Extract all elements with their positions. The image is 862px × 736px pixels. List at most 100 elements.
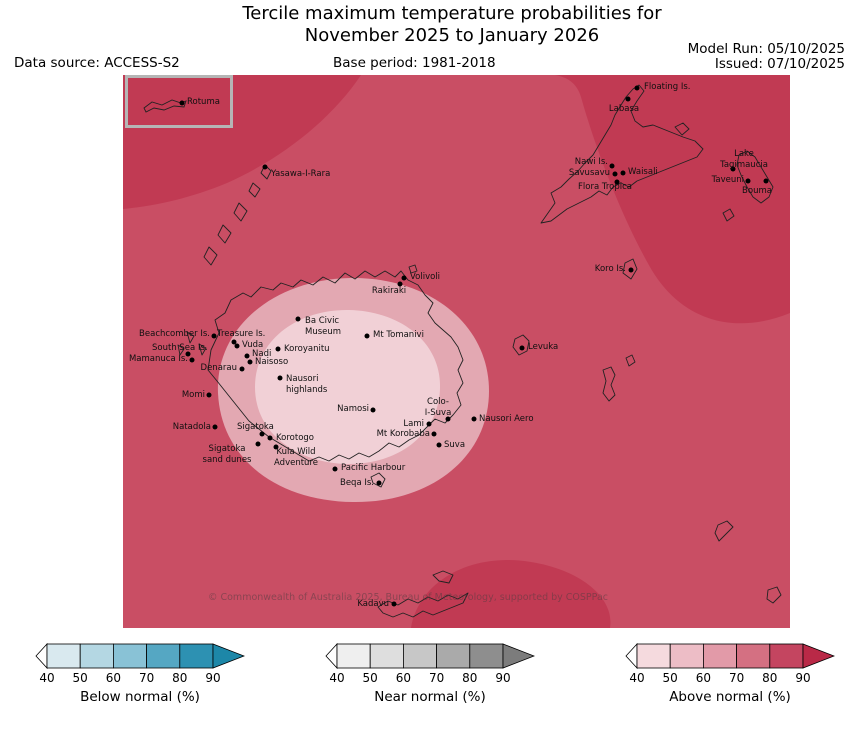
legend-tick: 70 [728,671,745,685]
coastline-small-islands [408,122,782,604]
map-marker-dot [471,416,477,422]
legend-tick: 90 [495,671,511,685]
coastline-gau [602,366,616,402]
map-marker-dot [185,351,191,357]
map-label: Nadi [252,349,272,359]
data-source-text: Data source: ACCESS-S2 [14,55,180,71]
map-label: Mt Tomanivi [373,330,424,340]
map-region-lightest [255,309,441,465]
legend-tick: 40 [329,671,345,685]
legend-arrow [502,643,535,669]
map-label: Sigatoka [237,422,274,432]
legend-near-colorbar [325,643,535,669]
legend-above-caption: Above normal (%) [669,689,791,705]
map-label: Flora Tropica [578,182,632,192]
map-marker-dot [445,416,451,422]
issued-text: Issued: 07/10/2025 [714,56,845,72]
map-marker-dot [612,171,618,177]
map-label: Namosi [337,404,369,414]
map-label: Nausori Aero [479,414,534,424]
map-label: Labasa [608,104,640,114]
map-label: Floating Is. [644,82,691,92]
coastlines-group [177,84,782,618]
map-label: Korotogo [276,433,314,443]
legend-swatch [79,643,114,669]
map-marker-dot [275,346,281,352]
legend-tick: 70 [138,671,155,685]
map-marker-dot [295,316,301,322]
map-marker-dot [401,275,407,281]
map-markers: Rotuma Floating Is. Labasa Nawi Is. Savusavu… [123,75,790,628]
legend-below-ticks: 40 50 60 70 80 90 [35,671,245,686]
coastline-rotuma [143,99,187,113]
map-label: Yasawa-I-Rara [271,169,331,179]
map-marker-dot [179,100,185,106]
legend-below-colorbar [35,643,245,669]
coastline-taveuni [736,150,774,204]
legend-tick: 40 [39,671,55,685]
map-marker-dot [609,163,615,169]
legend-swatch [146,643,181,669]
map-marker-dot [519,345,525,351]
map-label: Koroyanitu [284,344,330,354]
legend-swatch [469,643,504,669]
map-marker-dot [244,353,250,359]
map-label: Naisoso [255,357,289,367]
map-label: Kula Wild Adventure [274,447,318,468]
map-label: Ba Civic Museum [305,316,342,337]
map-marker-dot [391,601,397,607]
map-label: Mt Korobaba [376,429,430,439]
legend-swatch [179,643,214,669]
legend-tick: 70 [428,671,445,685]
legend-swatch [703,643,738,669]
coastline-kadavu [377,592,469,618]
coastline-viti-levu [207,270,464,462]
map-label: Koro Is. [594,264,626,274]
coastline-vanua-levu [540,84,704,224]
map-marker-dot [397,281,403,287]
map-marker-dot [259,431,265,437]
map-region-dark-topright [543,75,790,324]
map-marker-dot [620,170,626,176]
map-label: Lami [403,419,424,429]
map-marker-dot [376,480,382,486]
copyright-text: © Commonwealth of Australia 2025, Bureau… [207,592,609,603]
legend-swatch [46,643,81,669]
legend-tick: 50 [72,671,88,685]
map-marker-dot [370,407,376,413]
legend-swatch [636,643,671,669]
legend-swatch [669,643,704,669]
map-marker-dot [277,375,283,381]
map-label: Nawi Is. [574,157,608,167]
map-label: Denarau [200,363,237,373]
map-marker-dot [745,178,751,184]
legend-arrow [35,643,48,669]
legend-swatch [436,643,471,669]
legend-tick: 50 [362,671,378,685]
model-run-text: Model Run: 05/10/2025 [687,41,845,57]
legend-above-ticks: 40 50 60 70 80 90 [625,671,835,686]
map-label: Kadavu [357,599,389,609]
map-label: Momi [181,390,205,400]
legend-below-caption: Below normal (%) [80,689,200,705]
map-label: Pacific Harbour [341,463,406,473]
map-marker-dot [730,166,736,172]
coastline-ovalau [512,334,530,356]
legend-tick: 50 [662,671,678,685]
map-label: Sigatoka sand dunes [202,444,252,465]
map-label: Rakiraki [371,286,407,296]
map-label: Treasure Is. [217,329,266,339]
rotuma-inset-canvas [143,99,187,113]
map-label: Natadola [172,422,211,432]
legend-swatch [769,643,804,669]
legend-tick: 40 [629,671,645,685]
legend-swatch [736,643,771,669]
legend-tick: 90 [205,671,221,685]
title-line-1: Tercile maximum temperature probabilitie… [242,3,662,24]
map-label: Bouma [742,186,772,196]
map-label: Nausori highlands [286,374,328,395]
base-period-text: Base period: 1981-2018 [333,55,496,71]
legend-near-ticks: 40 50 60 70 80 90 [325,671,535,686]
map-region-dark-bottom [411,560,611,628]
map-marker-dot [255,441,261,447]
